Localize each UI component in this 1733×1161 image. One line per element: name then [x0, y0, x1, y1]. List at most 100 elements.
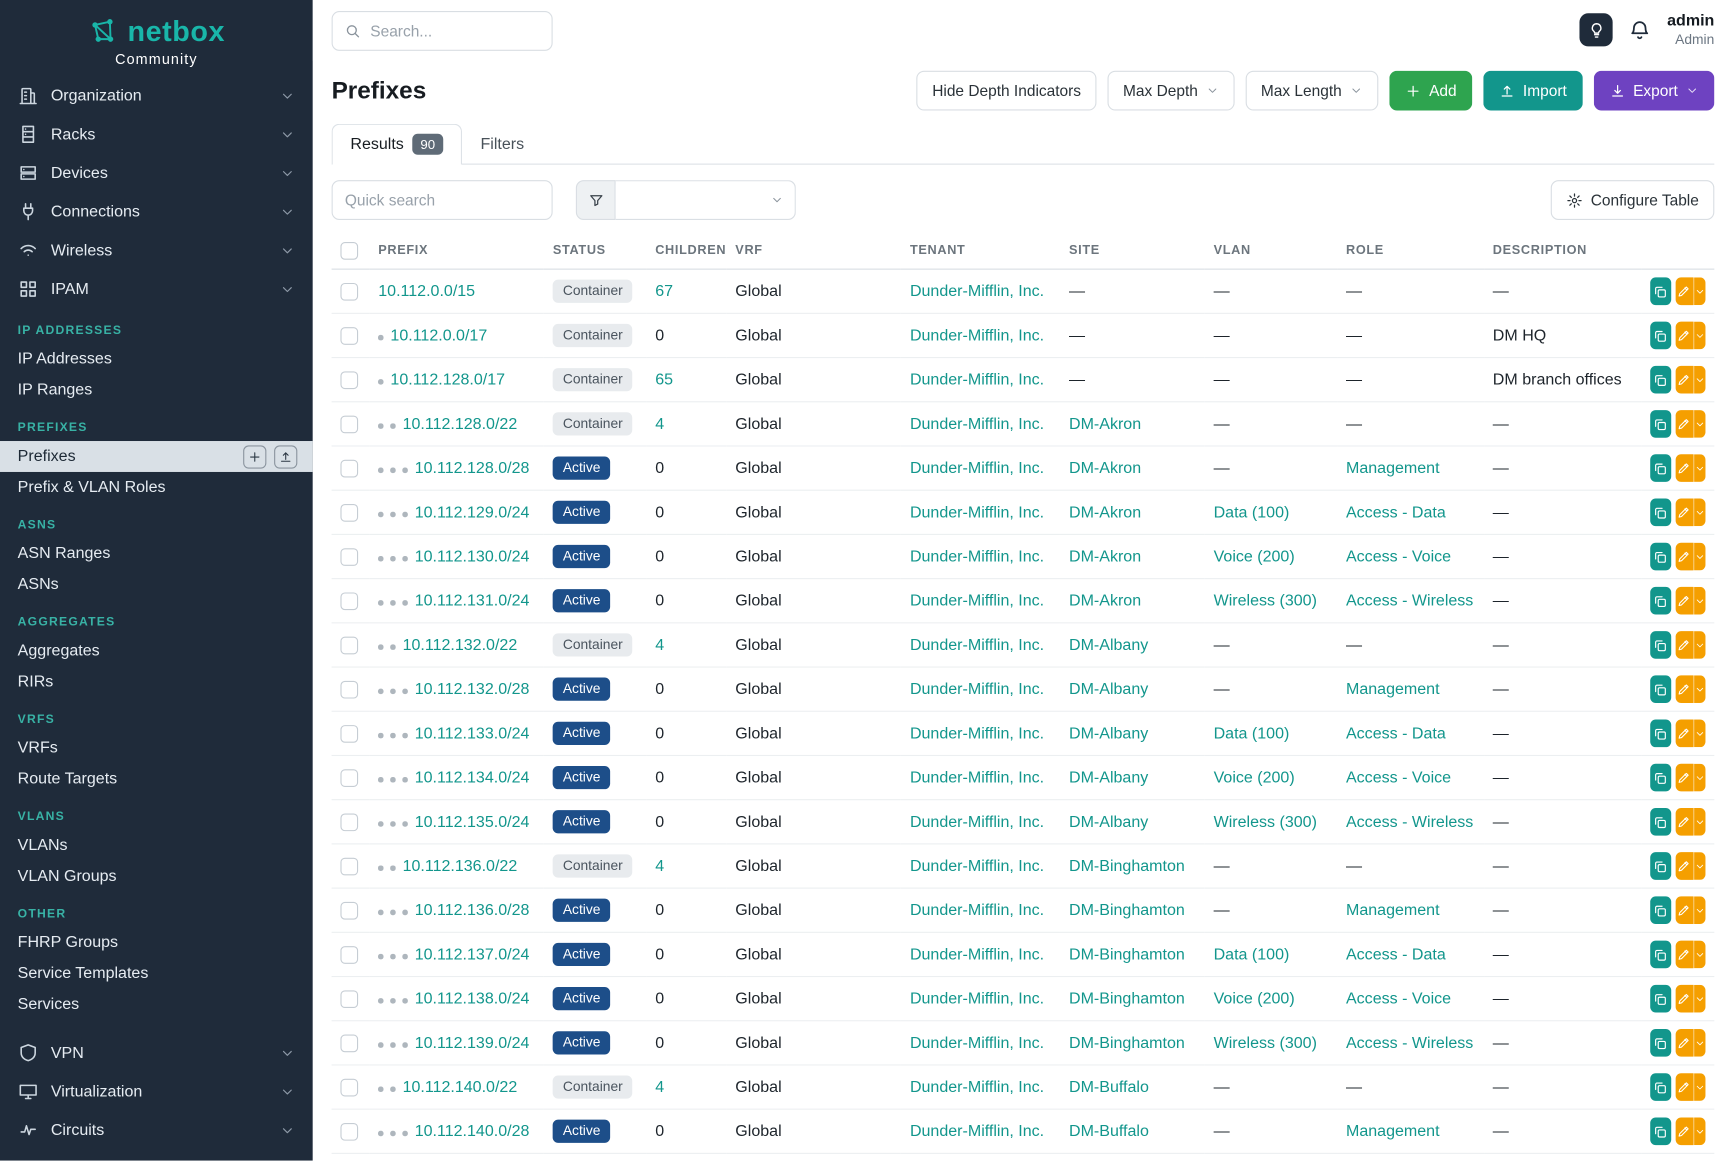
clone-button[interactable] [1650, 631, 1671, 659]
site-link[interactable]: DM-Albany [1069, 680, 1148, 698]
sidebar-item-services[interactable]: Services [0, 989, 313, 1020]
edit-button[interactable] [1675, 1117, 1693, 1145]
tab-results[interactable]: Results 90 [332, 124, 462, 165]
prefix-link[interactable]: 10.112.140.0/28 [415, 1122, 530, 1140]
clone-button[interactable] [1650, 410, 1671, 438]
sidebar-item-aggregates[interactable]: Aggregates [0, 636, 313, 667]
edit-dropdown-button[interactable] [1693, 1073, 1705, 1101]
edit-button[interactable] [1675, 720, 1693, 748]
prefix-link[interactable]: 10.112.132.0/22 [403, 636, 518, 654]
edit-button[interactable] [1675, 941, 1693, 969]
prefix-link[interactable]: 10.112.133.0/24 [415, 725, 530, 743]
prefix-link[interactable]: 10.112.132.0/28 [415, 680, 530, 698]
column-header-vlan[interactable]: VLAN [1205, 233, 1337, 269]
vlan-link[interactable]: Data (100) [1214, 946, 1290, 964]
sidebar-item-wireless[interactable]: Wireless [0, 231, 313, 270]
tenant-link[interactable]: Dunder-Mifflin, Inc. [910, 548, 1044, 566]
tenant-link[interactable]: Dunder-Mifflin, Inc. [910, 1122, 1044, 1140]
role-link[interactable]: Access - Wireless [1346, 592, 1473, 610]
user-menu[interactable]: admin Admin [1667, 12, 1714, 48]
edit-dropdown-button[interactable] [1693, 454, 1705, 482]
tenant-link[interactable]: Dunder-Mifflin, Inc. [910, 459, 1044, 477]
sidebar-item-rirs[interactable]: RIRs [0, 666, 313, 697]
site-link[interactable]: DM-Akron [1069, 415, 1141, 433]
edit-dropdown-button[interactable] [1693, 985, 1705, 1013]
clone-button[interactable] [1650, 720, 1671, 748]
tenant-link[interactable]: Dunder-Mifflin, Inc. [910, 725, 1044, 743]
children-link[interactable]: 4 [655, 415, 664, 433]
edit-button[interactable] [1675, 764, 1693, 792]
children-link[interactable]: 4 [655, 1078, 664, 1096]
sidebar-item-connections[interactable]: Connections [0, 192, 313, 231]
column-header-vrf[interactable]: VRF [726, 233, 901, 269]
sidebar-item-virtualization[interactable]: Virtualization [0, 1072, 313, 1111]
edit-button[interactable] [1675, 631, 1693, 659]
role-link[interactable]: Management [1346, 680, 1440, 698]
edit-button[interactable] [1675, 366, 1693, 394]
tenant-link[interactable]: Dunder-Mifflin, Inc. [910, 946, 1044, 964]
tenant-link[interactable]: Dunder-Mifflin, Inc. [910, 503, 1044, 521]
site-link[interactable]: DM-Buffalo [1069, 1122, 1149, 1140]
row-checkbox[interactable] [340, 592, 358, 610]
vlan-link[interactable]: Voice (200) [1214, 769, 1295, 787]
edit-dropdown-button[interactable] [1693, 852, 1705, 880]
edit-button[interactable] [1675, 675, 1693, 703]
sidebar-item-devices[interactable]: Devices [0, 154, 313, 193]
tenant-link[interactable]: Dunder-Mifflin, Inc. [910, 371, 1044, 389]
edit-button[interactable] [1675, 587, 1693, 615]
edit-dropdown-button[interactable] [1693, 1029, 1705, 1057]
edit-dropdown-button[interactable] [1693, 808, 1705, 836]
prefix-link[interactable]: 10.112.140.0/22 [403, 1078, 518, 1096]
row-checkbox[interactable] [340, 371, 358, 389]
prefix-link[interactable]: 10.112.134.0/24 [415, 769, 530, 787]
clone-button[interactable] [1650, 1073, 1671, 1101]
site-link[interactable]: DM-Binghamton [1069, 946, 1185, 964]
column-header-role[interactable]: ROLE [1337, 233, 1484, 269]
edit-button[interactable] [1675, 498, 1693, 526]
sidebar-item-service-templates[interactable]: Service Templates [0, 958, 313, 989]
edit-button[interactable] [1675, 543, 1693, 571]
site-link[interactable]: DM-Binghamton [1069, 1034, 1185, 1052]
prefix-link[interactable]: 10.112.0.0/17 [390, 327, 487, 345]
import-button[interactable]: Import [1483, 71, 1582, 111]
clone-button[interactable] [1650, 896, 1671, 924]
edit-button[interactable] [1675, 1073, 1693, 1101]
edit-dropdown-button[interactable] [1693, 277, 1705, 305]
children-link[interactable]: 67 [655, 282, 673, 300]
edit-dropdown-button[interactable] [1693, 631, 1705, 659]
edit-dropdown-button[interactable] [1693, 764, 1705, 792]
vlan-link[interactable]: Wireless (300) [1214, 1034, 1317, 1052]
site-link[interactable]: DM-Albany [1069, 769, 1148, 787]
sidebar-item-vpn[interactable]: VPN [0, 1033, 313, 1072]
edit-button[interactable] [1675, 454, 1693, 482]
prefix-link[interactable]: 10.112.131.0/24 [415, 592, 530, 610]
role-link[interactable]: Access - Wireless [1346, 1034, 1473, 1052]
edit-dropdown-button[interactable] [1693, 322, 1705, 350]
tenant-link[interactable]: Dunder-Mifflin, Inc. [910, 415, 1044, 433]
row-checkbox[interactable] [340, 415, 358, 433]
clone-button[interactable] [1650, 764, 1671, 792]
tenant-link[interactable]: Dunder-Mifflin, Inc. [910, 327, 1044, 345]
edit-dropdown-button[interactable] [1693, 410, 1705, 438]
global-search-input[interactable] [370, 22, 540, 40]
sidebar-item-vlans[interactable]: VLANs [0, 830, 313, 861]
clone-button[interactable] [1650, 1117, 1671, 1145]
notifications-button[interactable] [1628, 19, 1651, 42]
edit-dropdown-button[interactable] [1693, 366, 1705, 394]
prefix-link[interactable]: 10.112.136.0/28 [415, 901, 530, 919]
saved-filter-select[interactable] [616, 180, 796, 220]
quick-add-button[interactable] [243, 445, 266, 468]
sidebar-item-ipam[interactable]: IPAM [0, 270, 313, 309]
sidebar-item-asn-ranges[interactable]: ASN Ranges [0, 538, 313, 569]
role-link[interactable]: Management [1346, 901, 1440, 919]
filter-button[interactable] [576, 180, 616, 220]
row-checkbox[interactable] [340, 282, 358, 300]
role-link[interactable]: Management [1346, 459, 1440, 477]
sidebar-item-prefix-vlan-roles[interactable]: Prefix & VLAN Roles [0, 472, 313, 503]
prefix-link[interactable]: 10.112.128.0/17 [390, 371, 505, 389]
prefix-link[interactable]: 10.112.137.0/24 [415, 946, 530, 964]
max-depth-dropdown[interactable]: Max Depth [1108, 71, 1235, 111]
clone-button[interactable] [1650, 366, 1671, 394]
hide-depth-indicators-button[interactable]: Hide Depth Indicators [917, 71, 1097, 111]
column-header-description[interactable]: DESCRIPTION [1484, 233, 1641, 269]
